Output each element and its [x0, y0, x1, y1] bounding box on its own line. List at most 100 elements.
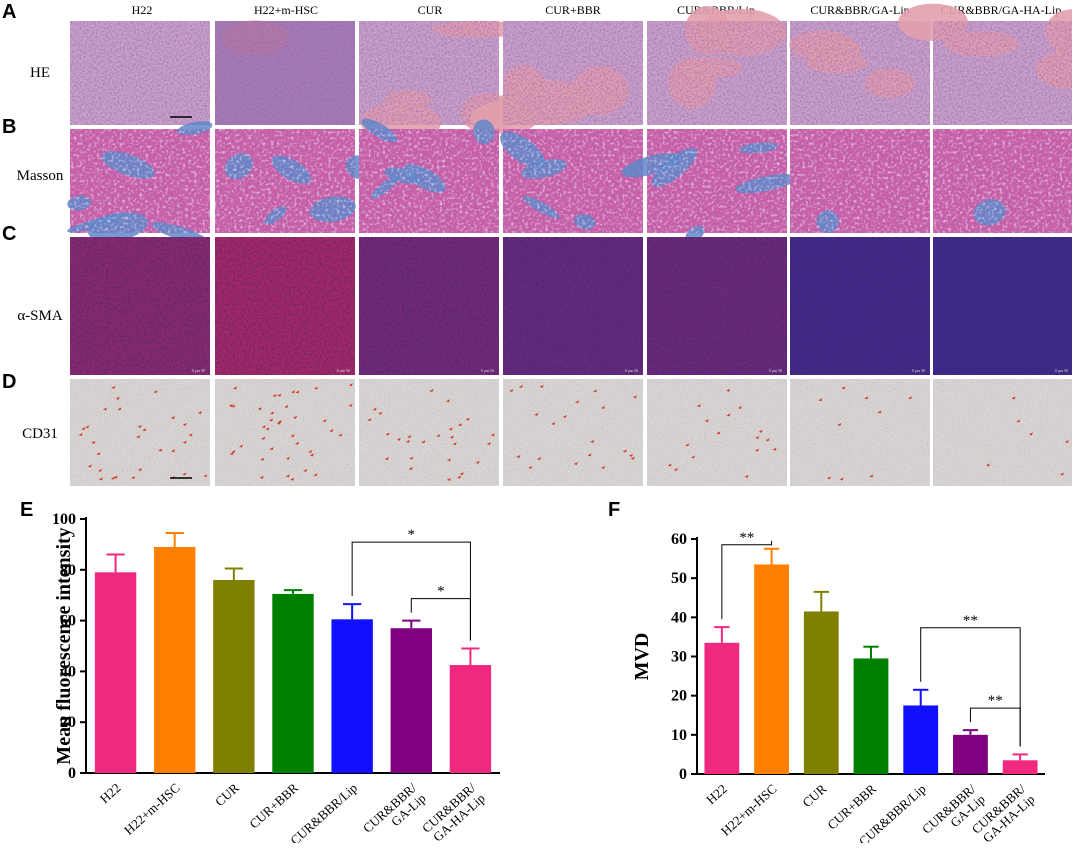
significance-label: ** [988, 693, 1003, 709]
vessel-marker [171, 449, 176, 453]
vessel-marker [290, 477, 295, 481]
sma-micrograph: 0 μm 50 [647, 237, 787, 375]
vessel-marker [348, 403, 353, 407]
y-tick-label: 100 [52, 511, 76, 528]
tissue-texture [70, 237, 210, 375]
vessel-marker [261, 425, 266, 429]
bar [853, 658, 889, 774]
vessel-marker [408, 467, 413, 471]
bar [272, 593, 314, 773]
y-tick-label: 30 [671, 649, 687, 666]
vessel-marker [113, 475, 118, 479]
vessel-marker [448, 427, 453, 431]
vessel-marker [1028, 432, 1033, 436]
scale-bar-label: 0 μm 50 [192, 368, 205, 373]
tissue-texture [790, 21, 930, 125]
tissue-texture [70, 129, 210, 233]
vessel-marker [486, 442, 491, 446]
vessel-marker [841, 386, 846, 390]
vessel-marker [758, 429, 763, 433]
vessel-marker [1064, 440, 1069, 444]
vessel-marker [726, 413, 731, 417]
vessel-marker [131, 476, 136, 480]
vessel-marker [839, 477, 844, 481]
micrograph-grid: 0 μm 50 0 μm 50 0 μm 50 0 μm 50 0 μm 50 0 μm … [67, 3, 1072, 486]
y-tick-label: 60 [671, 531, 687, 548]
masson-micrograph [359, 118, 499, 233]
vessel-marker [257, 407, 262, 411]
vessel-marker [429, 389, 434, 393]
vessel-marker [96, 452, 101, 456]
vessel-marker [228, 403, 233, 407]
cd31-micrograph [790, 379, 930, 486]
vessel-marker [1016, 419, 1021, 423]
vessel-marker [704, 419, 709, 423]
vessel-marker [313, 386, 318, 390]
significance-label: ** [739, 530, 754, 546]
vessel-marker [182, 440, 187, 444]
vessel-marker [261, 436, 266, 440]
vessel-marker [322, 419, 327, 423]
he-micrograph [647, 6, 787, 125]
y-axis-label: Mean fluorescence intensity [53, 527, 75, 764]
vessel-marker [632, 395, 637, 399]
vessel-marker [136, 435, 141, 439]
vessel-marker [277, 393, 282, 397]
y-tick-label: 50 [671, 570, 687, 587]
y-tick-label: 0 [68, 765, 76, 782]
tissue-texture [647, 237, 787, 375]
vessel-marker [690, 455, 695, 459]
cd31-micrograph [647, 379, 787, 486]
vessel-marker [197, 410, 202, 414]
vessel-marker [142, 428, 147, 432]
vessel-marker [907, 396, 912, 400]
he-micrograph [789, 21, 930, 125]
tissue-texture [70, 21, 210, 125]
tissue-texture [70, 379, 210, 486]
vessel-marker [518, 384, 523, 388]
tissue-texture [359, 237, 499, 375]
panel-letter-c: C [2, 223, 16, 245]
bar [754, 564, 789, 774]
row-label-he: HE [30, 65, 50, 81]
y-tick-label: 40 [60, 663, 76, 680]
vessel-marker [259, 475, 264, 479]
masson-micrograph [621, 129, 798, 243]
vessel-marker [91, 440, 96, 444]
vessel-marker [446, 458, 451, 462]
vessel-marker [573, 462, 578, 466]
y-axis-label: MVD [631, 633, 653, 681]
vessel-marker [348, 383, 353, 387]
scale-bar-label: 0 μm 50 [769, 368, 782, 373]
vessel-marker [372, 407, 377, 411]
vessel-marker [407, 435, 412, 439]
y-tick-label: 40 [671, 609, 687, 626]
panel-letter-e: E [20, 499, 33, 521]
scale-bar-label: 0 μm 50 [912, 368, 925, 373]
vessel-marker [772, 447, 777, 451]
vessel-marker [309, 453, 314, 457]
x-tick-label: CUR [799, 781, 829, 810]
he-micrograph [898, 3, 1072, 125]
vessel-marker [260, 457, 265, 461]
bar [704, 642, 740, 774]
vessel-marker [268, 418, 273, 422]
vessel-marker [272, 394, 277, 398]
vessel-marker [295, 390, 300, 394]
bar [213, 579, 255, 773]
significance-label: * [437, 584, 445, 600]
vessel-marker [475, 460, 480, 464]
tissue-texture [503, 129, 643, 233]
scale-bar-label: 0 μm 50 [481, 368, 494, 373]
significance-bracket [969, 707, 1021, 747]
vessel-marker [285, 474, 290, 478]
vessel-marker [78, 432, 83, 436]
x-tick-label: H22 [703, 781, 730, 807]
vessel-marker [754, 448, 759, 452]
tissue-texture [215, 379, 355, 486]
masson-micrograph [215, 129, 374, 233]
vessel-marker [292, 415, 297, 419]
vessel-marker [1011, 396, 1016, 400]
vessel-marker [117, 407, 122, 411]
